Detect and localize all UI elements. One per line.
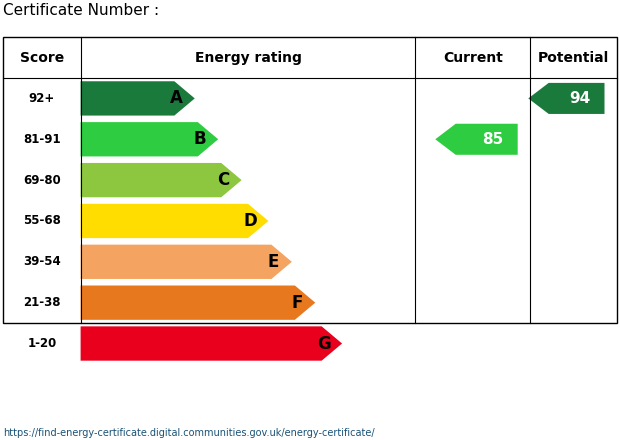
Bar [3,37,617,323]
Polygon shape [435,124,518,155]
Text: G: G [317,334,330,352]
Text: 92+: 92+ [29,92,55,105]
Text: C: C [217,171,229,189]
Text: Potential: Potential [538,51,609,65]
Polygon shape [81,122,218,157]
Text: Score: Score [20,51,64,65]
Text: Energy rating: Energy rating [195,51,301,65]
Text: 69-80: 69-80 [23,174,61,187]
Polygon shape [81,204,268,238]
Polygon shape [81,245,292,279]
Polygon shape [81,286,316,320]
Text: Certificate Number :: Certificate Number : [3,3,159,18]
Text: 21-38: 21-38 [23,296,61,309]
Text: 55-68: 55-68 [23,214,61,227]
Text: Current: Current [443,51,503,65]
Polygon shape [81,81,195,116]
Polygon shape [81,163,242,197]
Text: https://find-energy-certificate.digital.communities.gov.uk/energy-certificate/: https://find-energy-certificate.digital.… [3,428,374,438]
Text: E: E [268,253,279,271]
Text: 85: 85 [482,132,503,147]
Polygon shape [528,83,604,114]
Text: A: A [170,89,183,107]
Text: B: B [193,130,206,148]
Text: 94: 94 [569,91,590,106]
Polygon shape [81,326,342,361]
Text: 81-91: 81-91 [23,133,61,146]
Text: F: F [291,293,303,312]
Text: D: D [243,212,257,230]
Text: 1-20: 1-20 [27,337,56,350]
Text: 39-54: 39-54 [23,255,61,268]
